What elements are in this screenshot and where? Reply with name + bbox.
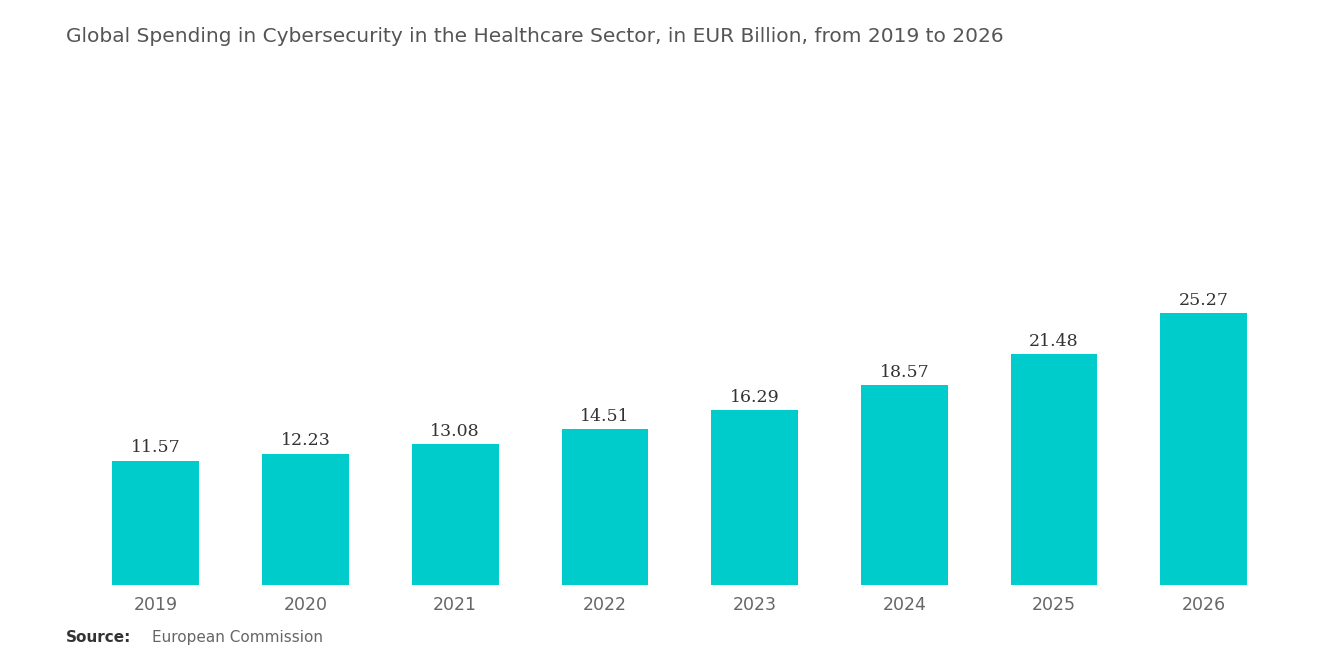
Text: 18.57: 18.57 — [879, 364, 929, 381]
Text: 14.51: 14.51 — [579, 408, 630, 425]
Bar — [412, 444, 499, 585]
Text: 25.27: 25.27 — [1179, 292, 1229, 309]
Bar — [263, 454, 348, 585]
Text: 13.08: 13.08 — [430, 423, 480, 440]
Text: 16.29: 16.29 — [730, 388, 780, 406]
Text: 12.23: 12.23 — [281, 432, 330, 450]
Text: 21.48: 21.48 — [1030, 332, 1078, 350]
Text: Global Spending in Cybersecurity in the Healthcare Sector, in EUR Billion, from : Global Spending in Cybersecurity in the … — [66, 27, 1003, 46]
Text: 11.57: 11.57 — [131, 440, 181, 456]
Bar — [561, 429, 648, 585]
Bar — [1160, 313, 1247, 585]
Text: European Commission: European Commission — [152, 630, 323, 645]
Bar — [112, 461, 199, 585]
Bar — [711, 410, 799, 585]
Text: Source:: Source: — [66, 630, 132, 645]
Bar — [1011, 354, 1097, 585]
Bar — [861, 385, 948, 585]
